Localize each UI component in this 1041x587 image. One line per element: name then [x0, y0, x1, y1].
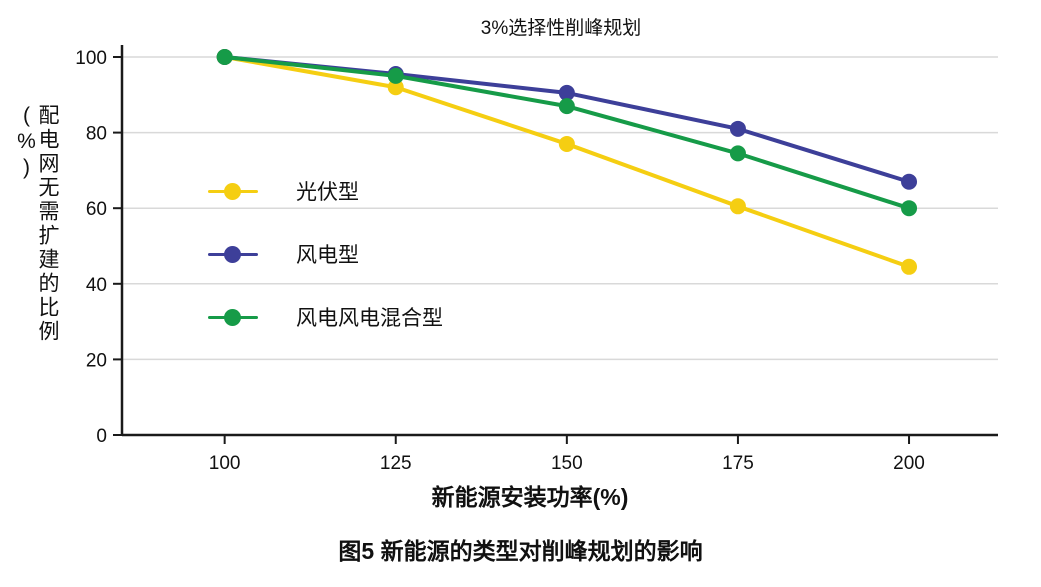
y-tick-label: 60	[86, 199, 107, 220]
data-point	[387, 67, 404, 84]
legend-marker-icon	[208, 308, 258, 326]
data-point	[387, 79, 404, 96]
y-tick-label: 40	[86, 275, 107, 296]
data-point	[729, 198, 746, 215]
data-point	[901, 258, 918, 275]
data-point	[729, 120, 746, 137]
data-point	[558, 135, 575, 152]
legend-item-0: 光伏型	[208, 176, 443, 206]
legend-label: 风电风电混合型	[296, 307, 443, 330]
legend-label: 风电型	[296, 244, 359, 267]
legend-item-2: 风电风电混合型	[208, 302, 443, 332]
data-point	[901, 200, 918, 217]
data-point	[729, 145, 746, 162]
legend-item-1: 风电型	[208, 239, 443, 269]
legend-marker-icon	[208, 182, 258, 200]
x-tick-label: 200	[893, 453, 925, 474]
legend: 光伏型风电型风电风电混合型	[208, 176, 443, 332]
x-tick-label: 175	[722, 453, 754, 474]
x-tick-label: 100	[209, 453, 241, 474]
data-point	[216, 49, 233, 65]
chart-title: 3%选择性削峰规划	[480, 18, 642, 39]
y-tick-label: 100	[75, 48, 107, 69]
legend-marker-icon	[208, 245, 258, 263]
y-tick-label: 80	[86, 124, 107, 145]
x-tick-label: 125	[380, 453, 412, 474]
y-tick-label: 20	[86, 350, 107, 371]
data-point	[901, 173, 918, 190]
data-point	[558, 84, 575, 101]
y-tick-label: 0	[96, 426, 107, 447]
y-axis-label: 配电网无需扩建的比例(%)	[15, 104, 59, 344]
legend-label: 光伏型	[296, 181, 359, 204]
data-point	[558, 98, 575, 115]
figure-caption: 图5 新能源的类型对削峰规划的影响	[338, 538, 703, 564]
x-tick-label: 150	[551, 453, 583, 474]
line-chart-plot-area: 0 20 40 60 80 100 100 125 150 175 200	[75, 45, 998, 474]
x-axis-label: 新能源安装功率(%)	[431, 484, 629, 510]
